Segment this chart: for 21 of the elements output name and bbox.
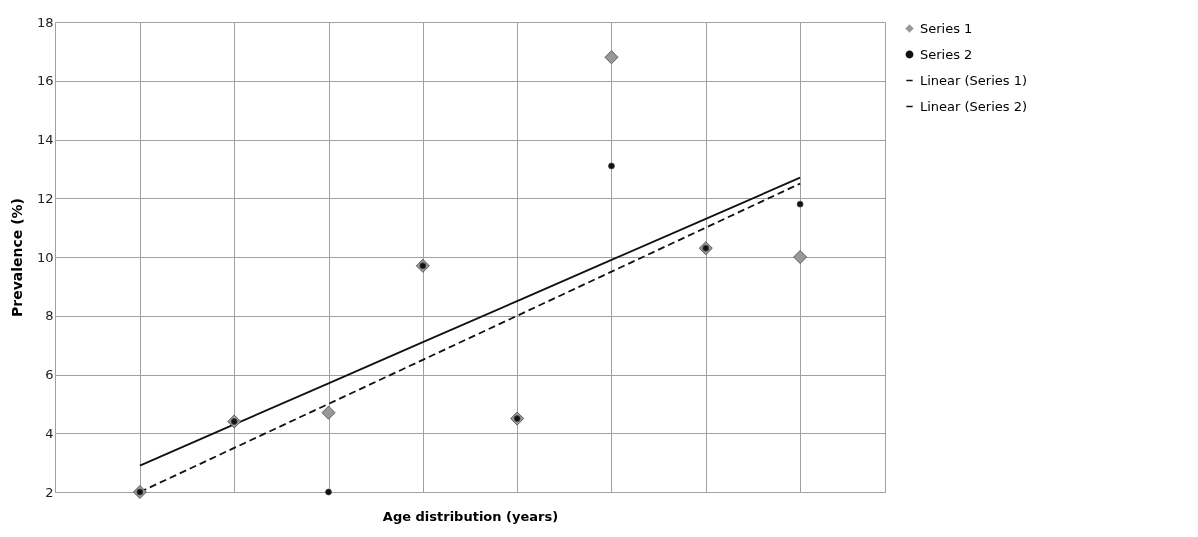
legend-label: Linear (Series 2) [920,98,1028,114]
legend-label: Series 1 [920,20,973,36]
y-tick-label: 14 [36,132,54,147]
y-tick-label: 6 [45,367,54,382]
point [325,488,332,496]
y-tick-label: 4 [45,425,54,441]
point [604,50,619,65]
point [796,200,804,208]
point [321,405,336,420]
point [793,250,808,264]
legend-label: Series 2 [920,46,973,62]
y-tick-label: 18 [36,14,54,30]
point [608,162,615,170]
y-tick-label: 16 [36,73,54,89]
y-tick-label: 8 [45,308,54,324]
y-tick-label: 12 [36,190,54,206]
legend-label: Linear (Series 1) [920,72,1028,88]
y-tick-label: 2 [45,484,54,500]
y-axis-title: Prevalence (%) [8,198,25,317]
x-axis-title: Age distribution (years) [382,508,559,524]
y-tick-label: 10 [36,249,54,265]
